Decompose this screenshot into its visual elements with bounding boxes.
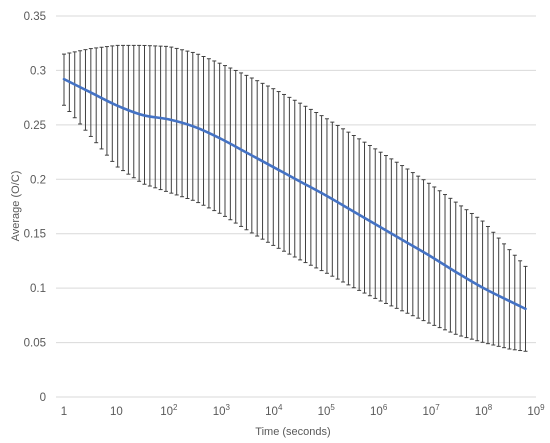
y-tick-label: 0 [40, 392, 46, 404]
error-bar [437, 190, 442, 329]
x-tick-exponent: 6 [383, 403, 388, 412]
error-bar [410, 172, 415, 317]
series-line [62, 77, 527, 311]
x-tick-label: 1 [61, 406, 67, 418]
error-bar [502, 243, 507, 349]
error-bar [491, 231, 496, 346]
x-tick-exponent: 2 [173, 403, 178, 412]
y-tick-label: 0.25 [24, 120, 46, 132]
x-tick-label: 108 [475, 403, 493, 418]
x-tick-exponent: 3 [226, 403, 231, 412]
error-bar [432, 186, 437, 326]
x-tick-label: 102 [160, 403, 178, 418]
y-tick-label: 0.2 [30, 174, 46, 186]
x-tick-exponent: 9 [540, 403, 545, 412]
error-bar [475, 216, 480, 342]
error-bars [62, 44, 528, 352]
x-tick-label: 104 [265, 403, 283, 418]
error-bar [400, 165, 405, 312]
error-bar [507, 249, 512, 350]
x-axis-title: Time (seconds) [255, 426, 330, 438]
y-tick-labels: 0 0.05 0.1 0.15 0.2 0.25 0.3 0.35 [24, 11, 46, 404]
x-tick-labels: 1 10 102 103 104 105 106 107 108 109 [61, 403, 545, 418]
y-tick-label: 0.1 [30, 283, 46, 295]
y-tick-label: 0.05 [24, 338, 46, 350]
y-axis-title: Average (O/C) [10, 171, 22, 242]
error-bar [405, 168, 410, 314]
error-bar [480, 220, 485, 343]
error-bar [426, 182, 431, 324]
y-tick-label: 0.3 [30, 65, 46, 77]
x-tick-label: 107 [422, 403, 440, 418]
x-tick-label: 105 [318, 403, 336, 418]
x-tick-label: 109 [527, 403, 545, 418]
error-bar [464, 209, 469, 339]
x-tick-label: 106 [370, 403, 388, 418]
error-bar [443, 194, 448, 331]
error-bar [421, 179, 426, 322]
error-bar [485, 225, 490, 345]
x-tick-label: 10 [110, 406, 123, 418]
y-tick-label: 0.15 [24, 229, 46, 241]
error-bar [448, 197, 453, 333]
error-bar [416, 175, 421, 319]
error-bar [459, 205, 464, 337]
error-bar [453, 201, 458, 335]
error-bar [496, 237, 501, 347]
error-bar [469, 212, 474, 340]
x-tick-exponent: 5 [330, 403, 335, 412]
x-tick-exponent: 4 [278, 403, 283, 412]
x-tick-exponent: 8 [488, 403, 493, 412]
x-tick-label: 103 [213, 403, 231, 418]
x-tick-exponent: 7 [435, 403, 440, 412]
y-tick-label: 0.35 [24, 11, 46, 23]
